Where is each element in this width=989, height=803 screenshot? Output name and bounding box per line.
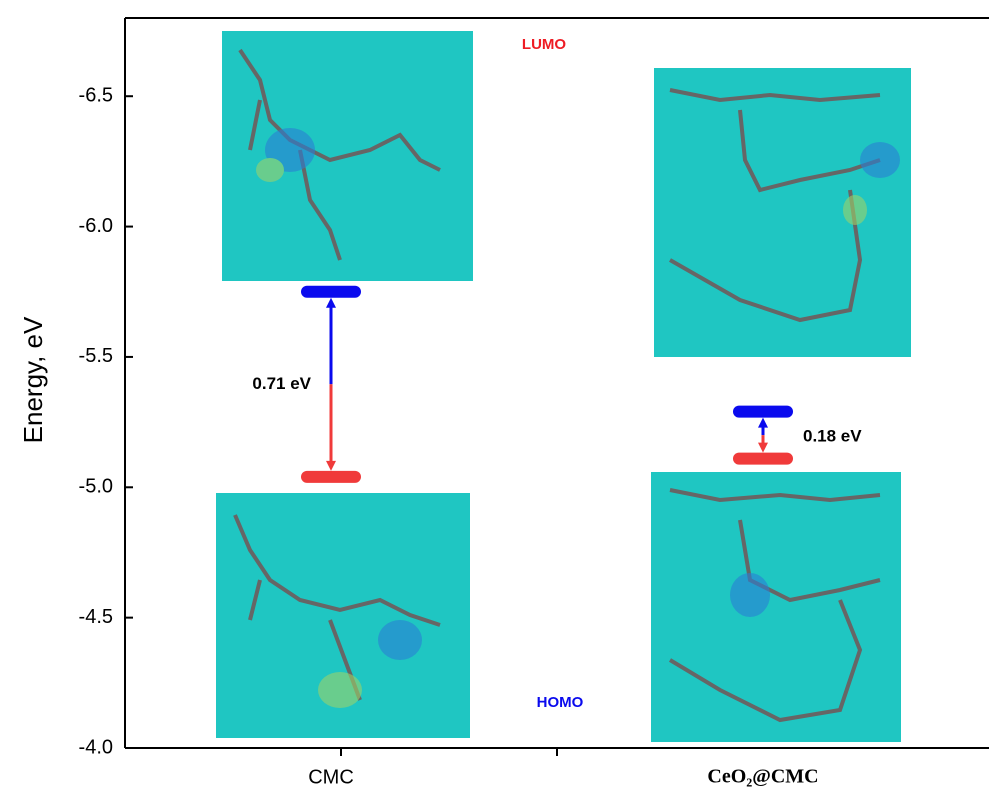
energy-level [301, 286, 361, 298]
page: {"chart_data": {"type": "energy_level", … [0, 0, 989, 798]
arrow-part [326, 461, 336, 471]
gap-arrow [326, 298, 336, 471]
y-tick-label: -6.5 [79, 84, 113, 106]
arrow-part [758, 443, 768, 453]
y-tick-label: -5.0 [79, 476, 113, 498]
energy-level [301, 471, 361, 483]
energy-level [733, 453, 793, 465]
y-tick-label: -4.0 [79, 736, 113, 758]
x-tick-label: CMC [308, 766, 354, 788]
orbital-images [216, 31, 911, 742]
gap-arrow [758, 418, 768, 453]
arrow-part [758, 418, 768, 428]
energy-level [733, 406, 793, 418]
orbital-image [651, 472, 901, 742]
gap-label: 0.71 eV [252, 374, 311, 393]
gap-label: 0.18 eV [803, 427, 862, 446]
arrow-part [326, 298, 336, 308]
x-tick-label: CeO₂@CMC [707, 766, 818, 788]
orbital-label: HOMO [537, 694, 584, 711]
y-tick-label: -4.5 [79, 606, 113, 628]
y-tick-label: -6.0 [79, 215, 113, 237]
y-axis-label: Energy, eV [18, 316, 48, 443]
y-tick-label: -5.5 [79, 345, 113, 367]
chart: Energy, eV -4.0 -4.5 -5.0 -5.5 -6.0 -6.5 CMC 0.… [0, 0, 989, 798]
orbital-label: LUMO [522, 36, 566, 53]
